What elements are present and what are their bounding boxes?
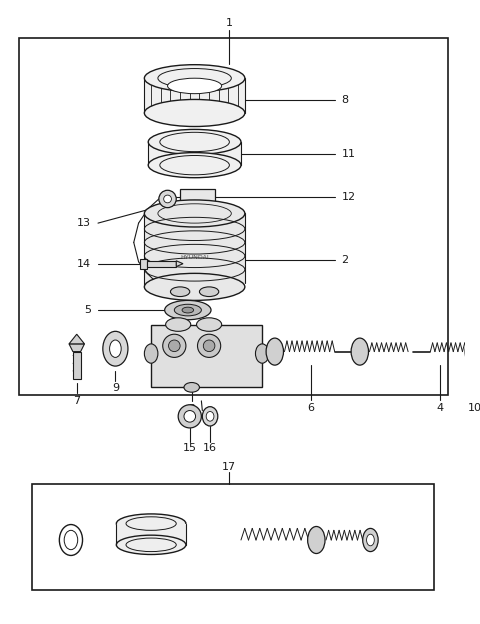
Bar <box>180 189 215 215</box>
Bar <box>19 37 448 395</box>
Ellipse shape <box>103 331 128 366</box>
Ellipse shape <box>308 527 325 553</box>
Text: 12: 12 <box>341 192 356 202</box>
Polygon shape <box>176 261 183 266</box>
Bar <box>32 484 434 590</box>
Ellipse shape <box>182 307 193 313</box>
Ellipse shape <box>465 336 480 367</box>
Bar <box>140 259 147 268</box>
Text: 14: 14 <box>77 259 91 269</box>
Text: 7: 7 <box>73 396 80 406</box>
Text: 9: 9 <box>112 383 119 393</box>
Ellipse shape <box>164 195 171 203</box>
Circle shape <box>204 340 215 351</box>
Ellipse shape <box>168 78 222 94</box>
Ellipse shape <box>148 129 241 155</box>
Ellipse shape <box>144 344 158 363</box>
Ellipse shape <box>166 318 191 331</box>
Polygon shape <box>69 334 84 344</box>
Bar <box>116 524 186 545</box>
Ellipse shape <box>363 529 378 552</box>
Ellipse shape <box>174 305 202 316</box>
Bar <box>73 351 81 379</box>
Ellipse shape <box>144 200 245 227</box>
Circle shape <box>197 334 221 358</box>
Ellipse shape <box>199 287 219 296</box>
Ellipse shape <box>470 344 480 359</box>
Ellipse shape <box>203 407 218 426</box>
Text: 17: 17 <box>222 462 237 472</box>
Ellipse shape <box>367 534 374 546</box>
Text: 16: 16 <box>203 443 217 453</box>
Text: 13: 13 <box>77 218 91 228</box>
Text: 6: 6 <box>307 402 314 412</box>
Ellipse shape <box>184 383 199 392</box>
Ellipse shape <box>144 65 245 92</box>
Bar <box>144 213 245 287</box>
Polygon shape <box>69 344 84 351</box>
Text: 11: 11 <box>341 149 356 158</box>
Ellipse shape <box>144 273 245 300</box>
Ellipse shape <box>196 318 222 331</box>
Bar <box>144 78 245 113</box>
Text: 1: 1 <box>226 18 233 28</box>
Ellipse shape <box>184 411 195 422</box>
Text: 10: 10 <box>468 402 480 412</box>
Ellipse shape <box>148 153 241 178</box>
Ellipse shape <box>116 514 186 534</box>
Ellipse shape <box>170 287 190 296</box>
Text: 2: 2 <box>341 255 348 265</box>
Ellipse shape <box>109 340 121 358</box>
Ellipse shape <box>144 99 245 127</box>
Text: 8: 8 <box>341 95 348 105</box>
Ellipse shape <box>266 338 284 365</box>
Text: 3: 3 <box>188 404 195 414</box>
Ellipse shape <box>206 411 214 421</box>
Bar <box>151 324 262 388</box>
Ellipse shape <box>165 300 211 319</box>
Circle shape <box>168 340 180 351</box>
Ellipse shape <box>351 338 369 365</box>
Ellipse shape <box>116 535 186 555</box>
Text: 5: 5 <box>84 305 91 315</box>
Text: HYUNDAI: HYUNDAI <box>180 255 209 260</box>
Circle shape <box>163 334 186 358</box>
Ellipse shape <box>159 190 176 208</box>
Text: 15: 15 <box>183 443 197 453</box>
Text: 4: 4 <box>436 402 444 412</box>
Ellipse shape <box>178 405 202 428</box>
Bar <box>148 142 241 165</box>
Ellipse shape <box>255 344 269 363</box>
Bar <box>147 261 176 266</box>
